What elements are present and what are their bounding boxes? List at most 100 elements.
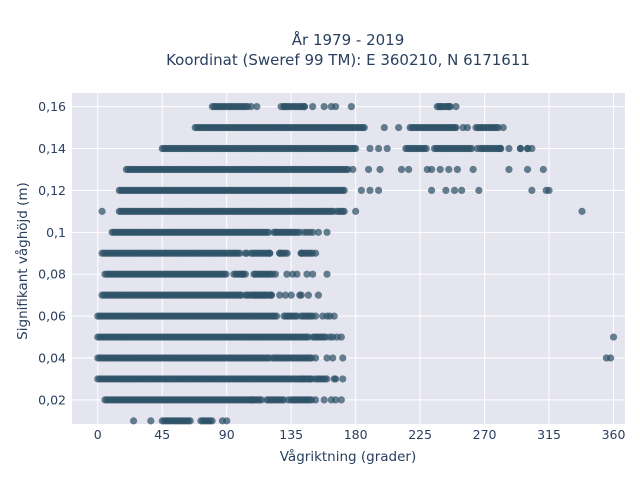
- data-point: [314, 228, 323, 236]
- data-point: [320, 103, 328, 111]
- data-point: [309, 228, 317, 236]
- data-point: [311, 312, 320, 320]
- data-point: [222, 270, 230, 278]
- data-point: [427, 186, 436, 195]
- data-point: [545, 186, 553, 195]
- data-point: [475, 186, 483, 195]
- data-point: [276, 249, 284, 257]
- data-point: [272, 312, 281, 320]
- data-point: [303, 270, 311, 278]
- y-tick-label: 0,02: [38, 392, 66, 407]
- data-point: [380, 123, 388, 132]
- data-point: [496, 144, 504, 153]
- data-point: [374, 186, 383, 195]
- data-point: [578, 207, 586, 215]
- y-tick-label: 0,06: [38, 309, 66, 324]
- y-tick-label: 0,08: [38, 267, 66, 282]
- data-point: [300, 103, 308, 111]
- data-point: [607, 354, 615, 362]
- x-tick-label: 0: [94, 427, 102, 442]
- data-point: [427, 165, 436, 174]
- data-point: [237, 291, 245, 299]
- data-point: [473, 144, 482, 153]
- data-point: [352, 207, 360, 215]
- data-point: [436, 165, 444, 174]
- data-point: [293, 270, 301, 278]
- data-point: [283, 270, 291, 278]
- data-point: [323, 375, 331, 383]
- y-tick-label: 0,04: [38, 351, 66, 366]
- data-point: [323, 354, 331, 362]
- data-point: [468, 144, 476, 153]
- data-point: [366, 186, 374, 195]
- data-point: [340, 207, 348, 215]
- x-tick-label: 270: [473, 427, 497, 442]
- data-point: [364, 165, 373, 174]
- data-points: [94, 103, 618, 425]
- x-tick-label: 315: [537, 427, 561, 442]
- data-point: [516, 144, 525, 153]
- data-point: [395, 123, 403, 132]
- data-point: [271, 270, 280, 278]
- data-point: [452, 103, 460, 111]
- data-point: [445, 103, 453, 111]
- data-point: [297, 291, 305, 299]
- data-point: [323, 270, 331, 278]
- data-point: [264, 228, 273, 236]
- data-point: [347, 103, 355, 111]
- y-tick-label: 0,1: [46, 225, 66, 240]
- data-point: [505, 165, 513, 174]
- data-point: [98, 207, 106, 215]
- data-point: [528, 144, 536, 153]
- data-point: [450, 186, 459, 195]
- y-tick-label: 0,14: [38, 141, 66, 156]
- data-point: [405, 165, 413, 174]
- data-point: [349, 165, 357, 174]
- plot-area: [72, 93, 625, 424]
- data-point: [442, 186, 450, 195]
- data-point: [243, 249, 251, 257]
- x-tick-label: 45: [154, 427, 170, 442]
- data-point: [609, 333, 618, 341]
- data-point: [283, 249, 291, 257]
- data-point: [436, 103, 444, 111]
- data-point: [311, 354, 320, 362]
- data-point: [236, 249, 244, 257]
- data-point: [311, 249, 320, 257]
- data-point: [314, 291, 323, 299]
- data-point: [284, 396, 292, 404]
- data-point: [276, 291, 284, 299]
- data-point: [453, 165, 461, 174]
- data-point: [337, 333, 345, 341]
- chart-subtitle: Koordinat (Sweref 99 TM): E 360210, N 61…: [166, 51, 530, 69]
- data-point: [130, 417, 138, 425]
- x-tick-label: 180: [344, 427, 368, 442]
- data-point: [260, 291, 268, 299]
- data-point: [250, 270, 258, 278]
- data-point: [304, 291, 312, 299]
- data-point: [376, 165, 384, 174]
- data-point: [271, 228, 280, 236]
- data-point: [374, 144, 383, 153]
- data-point: [539, 165, 547, 174]
- data-point: [223, 417, 231, 425]
- data-point: [332, 103, 340, 111]
- y-axis-label: Signifikant våghöjd (m): [14, 182, 31, 340]
- data-point: [280, 103, 288, 111]
- data-point: [397, 165, 406, 174]
- y-axis-ticks: 0,02 0,04 0,06 0,08 0,1 0,12 0,14 0,16: [38, 99, 66, 407]
- data-point: [299, 375, 307, 383]
- x-tick-label: 360: [602, 427, 626, 442]
- data-point: [505, 144, 513, 153]
- data-point: [266, 249, 274, 257]
- data-point: [469, 165, 477, 174]
- data-point: [186, 417, 194, 425]
- data-point: [339, 354, 347, 362]
- data-point: [281, 291, 290, 299]
- data-point: [383, 144, 391, 153]
- data-point: [257, 396, 265, 404]
- data-point: [360, 123, 368, 132]
- data-point: [337, 396, 345, 404]
- data-point: [267, 291, 275, 299]
